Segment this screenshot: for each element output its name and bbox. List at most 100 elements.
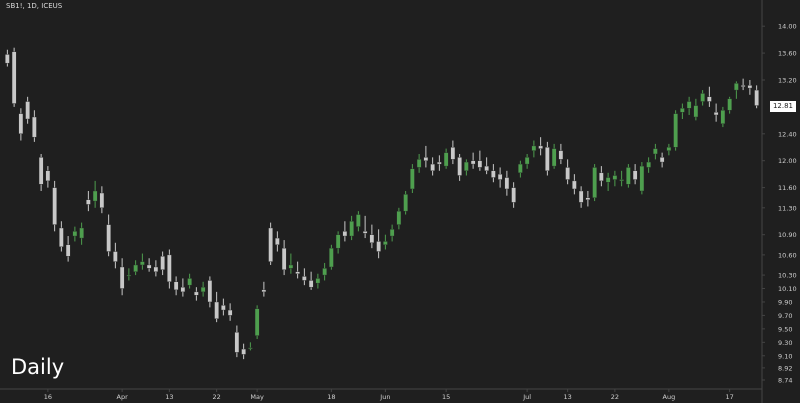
candle-body xyxy=(477,160,483,168)
candle-body xyxy=(322,268,327,276)
candle xyxy=(720,106,726,128)
candle xyxy=(707,86,712,107)
candle-body xyxy=(592,167,597,198)
candle xyxy=(592,164,597,202)
candle xyxy=(551,143,557,169)
candle xyxy=(578,186,584,208)
candle xyxy=(632,164,638,185)
candle-body xyxy=(524,157,530,165)
candle-body xyxy=(686,101,692,109)
candle xyxy=(497,167,503,188)
candle-body xyxy=(497,173,503,180)
candle xyxy=(396,207,402,230)
candle xyxy=(194,287,199,301)
candle-body xyxy=(133,264,138,272)
candle xyxy=(477,150,483,171)
candle xyxy=(545,141,550,176)
candle-body xyxy=(727,98,732,111)
y-tick-label: 9.70 xyxy=(778,312,792,320)
y-tick-label: 11.60 xyxy=(778,184,797,192)
candle-body xyxy=(234,332,240,353)
candle xyxy=(646,157,651,173)
candle-body xyxy=(740,85,746,87)
candle-body xyxy=(369,234,375,243)
y-tick-label: 9.50 xyxy=(778,325,792,333)
candle-body xyxy=(254,308,260,336)
candle xyxy=(356,211,361,232)
candle-body xyxy=(673,113,678,148)
candle xyxy=(261,281,267,297)
candle xyxy=(740,78,746,91)
candle-body xyxy=(275,237,280,245)
candle-body xyxy=(551,148,557,167)
y-tick-label: 12.00 xyxy=(778,157,797,165)
candle xyxy=(558,143,564,165)
candle xyxy=(92,180,98,208)
candle xyxy=(302,268,307,286)
candle xyxy=(659,152,665,168)
candle-body xyxy=(632,170,638,180)
candle-body xyxy=(410,168,415,190)
candle xyxy=(72,226,78,242)
candle-body xyxy=(221,305,226,311)
candle xyxy=(599,166,604,187)
candle xyxy=(639,162,645,195)
candle-body xyxy=(578,190,584,203)
candle xyxy=(747,79,753,95)
candle-body xyxy=(491,170,496,178)
candle xyxy=(315,273,321,289)
candle xyxy=(491,164,496,183)
candle-body xyxy=(32,116,37,138)
candle-body xyxy=(531,145,537,151)
candle-body xyxy=(612,175,618,180)
y-tick-label: 13.60 xyxy=(778,50,797,58)
candle xyxy=(214,291,219,323)
candle-body xyxy=(754,89,759,106)
candle-body xyxy=(430,163,435,172)
x-tick-label: 13 xyxy=(563,393,571,401)
candle-body xyxy=(349,221,354,237)
y-tick-label: 11.30 xyxy=(778,204,797,212)
candle xyxy=(329,244,334,270)
candle-body xyxy=(639,165,645,192)
candle xyxy=(416,153,422,173)
candle-body xyxy=(626,167,631,185)
candle-body xyxy=(180,286,186,293)
candle-body xyxy=(302,276,307,281)
candle xyxy=(180,278,186,297)
x-tick-label: 13 xyxy=(165,393,173,401)
candle xyxy=(626,164,631,188)
candle xyxy=(133,260,138,276)
candle xyxy=(119,258,125,296)
x-tick-label: 16 xyxy=(44,393,52,401)
candle xyxy=(187,273,192,289)
y-tick-label: 13.20 xyxy=(778,76,797,84)
candle-body xyxy=(106,224,111,252)
x-tick-label: 22 xyxy=(611,393,619,401)
candle-body xyxy=(248,347,253,349)
candle xyxy=(403,190,408,215)
candle-body xyxy=(86,199,91,205)
y-tick-label: 14.00 xyxy=(778,23,797,31)
candle-body xyxy=(25,101,30,120)
candle-body xyxy=(79,227,84,239)
candle-body xyxy=(268,227,273,262)
y-tick-label: 10.90 xyxy=(778,231,797,239)
candle-body xyxy=(99,192,105,208)
candle-body xyxy=(713,112,719,116)
candle-body xyxy=(511,187,516,203)
candle-body xyxy=(470,160,476,165)
y-tick-label: 8.92 xyxy=(778,364,792,372)
candle-body xyxy=(329,247,334,268)
candle xyxy=(376,229,381,259)
y-tick-label: 9.10 xyxy=(778,352,792,360)
candle xyxy=(700,90,705,106)
candle xyxy=(79,222,84,245)
candle xyxy=(86,190,91,212)
x-tick-label: Jul xyxy=(522,393,531,401)
candle-body xyxy=(173,281,179,291)
candle-body xyxy=(720,110,726,124)
symbol-title: SB1!, 1D, ICEUS xyxy=(6,2,63,10)
candle xyxy=(362,215,368,239)
